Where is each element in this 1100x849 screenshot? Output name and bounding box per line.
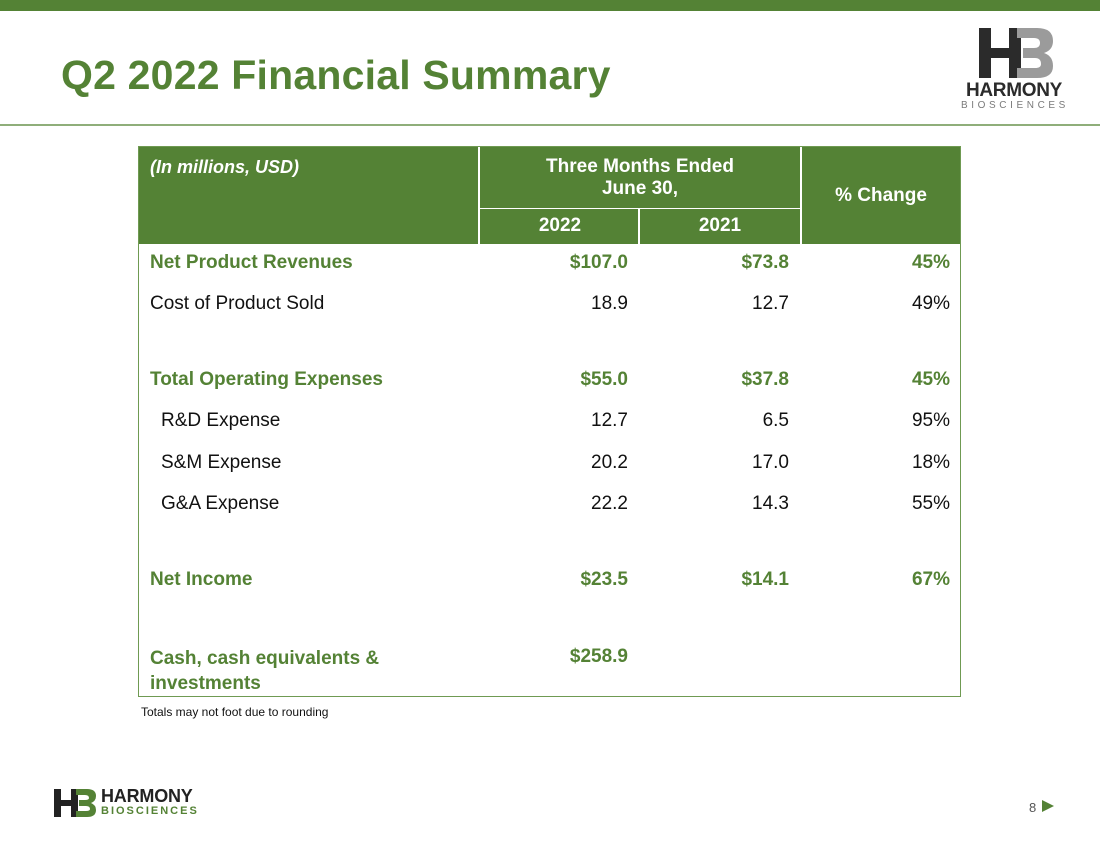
table-row: Cost of Product Sold 18.9 12.7 49% [139, 293, 960, 323]
table-row: Total Operating Expenses $55.0 $37.8 45% [139, 369, 960, 399]
next-arrow-icon[interactable] [1041, 799, 1055, 813]
logo-subtitle: BIOSCIENCES [961, 100, 1069, 111]
value-2022: 22.2 [591, 493, 628, 514]
change-header: % Change [835, 185, 927, 206]
value-2021: $37.8 [741, 369, 789, 390]
percent-change: 67% [911, 569, 950, 590]
row-label: R&D Expense [161, 410, 281, 431]
header-divider [800, 147, 802, 244]
row-label: G&A Expense [161, 493, 280, 514]
row-label: Total Operating Expenses [150, 369, 383, 390]
row-label: Cash, cash equivalents & investments [150, 646, 379, 696]
value-2021: 6.5 [762, 410, 789, 431]
percent-change: 95% [911, 410, 950, 431]
value-2022: $258.9 [569, 646, 628, 667]
row-label: Net Product Revenues [150, 252, 353, 273]
value-2022: 18.9 [591, 293, 628, 314]
harmony-logo-bottom: HARMONY BIOSCIENCES [53, 786, 213, 820]
table-row: Cash, cash equivalents & investments $25… [139, 646, 960, 696]
title-divider [0, 124, 1100, 126]
row-label: Cost of Product Sold [150, 293, 325, 314]
units-label: (In millions, USD) [150, 157, 300, 177]
table-row: Net Income $23.5 $14.1 67% [139, 569, 960, 599]
table-row: R&D Expense 12.7 6.5 95% [139, 410, 960, 440]
table-header: (In millions, USD) Three Months Ended Ju… [139, 147, 960, 244]
row-label-line2: investments [150, 673, 261, 694]
value-2022: $23.5 [580, 569, 628, 590]
year-prior-header: 2021 [698, 215, 742, 236]
hb-monogram-icon [979, 28, 1053, 78]
percent-change: 49% [911, 293, 950, 314]
logo-subtitle: BIOSCIENCES [101, 805, 199, 817]
table-row: G&A Expense 22.2 14.3 55% [139, 493, 960, 523]
footnote: Totals may not foot due to rounding [141, 705, 329, 719]
header-divider [638, 208, 640, 244]
header-divider [478, 147, 480, 244]
percent-change: 18% [911, 452, 950, 473]
value-2021: $14.1 [741, 569, 789, 590]
row-label-line1: Cash, cash equivalents & [150, 648, 380, 669]
hb-monogram-icon [54, 789, 96, 817]
percent-change: 45% [911, 369, 950, 390]
financial-summary-table: (In millions, USD) Three Months Ended Ju… [138, 146, 961, 697]
value-2022: $107.0 [569, 252, 628, 273]
header-divider [478, 208, 800, 209]
value-2021: 17.0 [752, 452, 789, 473]
year-current-header: 2022 [538, 215, 582, 236]
row-label: Net Income [150, 569, 253, 590]
row-label: S&M Expense [161, 452, 282, 473]
table-row: Net Product Revenues $107.0 $73.8 45% [139, 252, 960, 282]
percent-change: 45% [911, 252, 950, 273]
period-label-line2: June 30, [601, 178, 679, 199]
value-2022: 20.2 [591, 452, 628, 473]
harmony-logo-top: HARMONY BIOSCIENCES [958, 24, 1070, 114]
value-2021: $73.8 [741, 252, 789, 273]
top-accent-bar [0, 0, 1100, 11]
page-number: 8 [1029, 800, 1037, 815]
value-2022: 12.7 [591, 410, 628, 431]
logo-name: HARMONY [101, 786, 193, 806]
value-2022: $55.0 [580, 369, 628, 390]
percent-change: 55% [911, 493, 950, 514]
table-row: S&M Expense 20.2 17.0 18% [139, 452, 960, 482]
value-2021: 14.3 [752, 493, 789, 514]
slide-title: Q2 2022 Financial Summary [61, 52, 611, 98]
period-header: Three Months Ended June 30, [480, 156, 800, 200]
logo-name: HARMONY [965, 80, 1063, 101]
value-2021: 12.7 [752, 293, 789, 314]
period-label-line1: Three Months Ended [546, 156, 734, 177]
